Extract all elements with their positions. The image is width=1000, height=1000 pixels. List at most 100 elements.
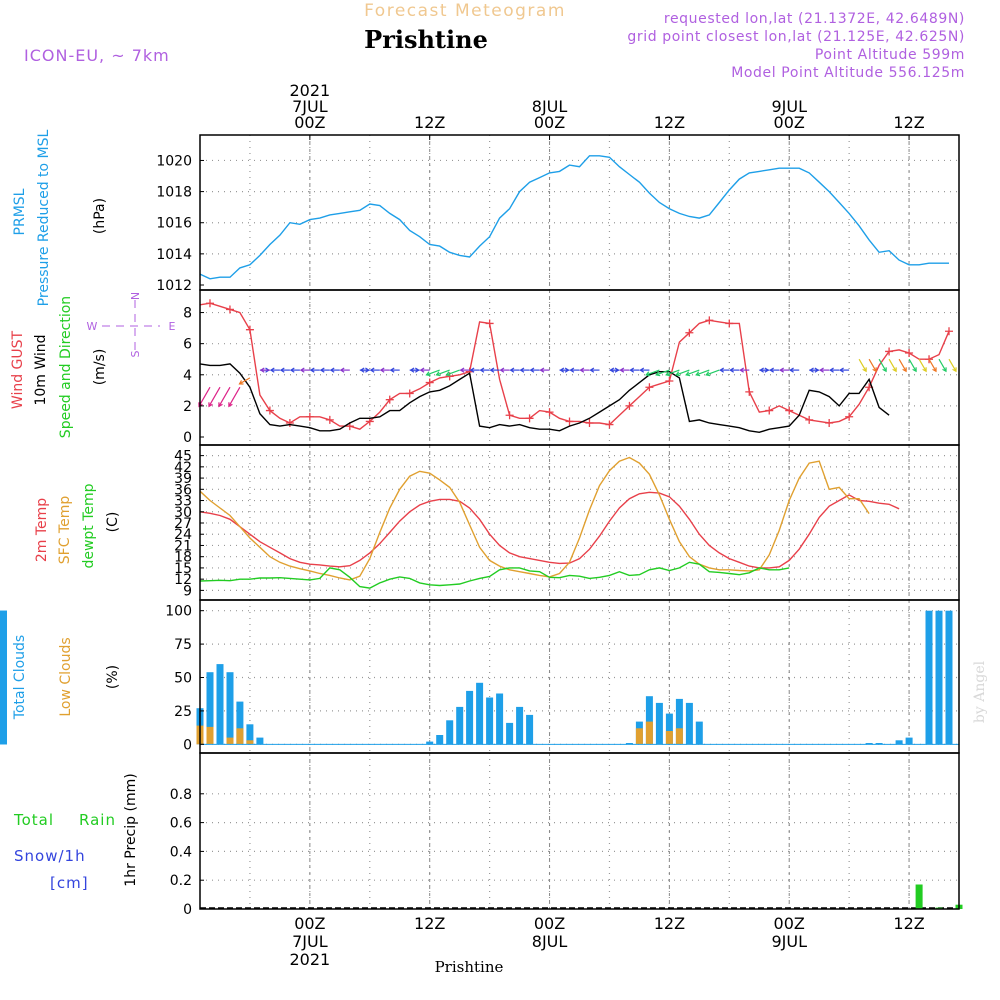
wind-direction-arrowhead: [819, 367, 824, 373]
wind-unit-label: (m/s): [92, 349, 108, 386]
temperature-ytick-label: 18: [174, 550, 192, 566]
wind-direction-arrowhead: [409, 367, 415, 373]
wind-gust-marker: [725, 319, 734, 328]
wind-direction-arrowhead: [645, 371, 651, 377]
wind-direction-arrow: [198, 386, 211, 407]
time-axis-top-label: 8JUL: [532, 97, 568, 116]
wind-gust-marker: [505, 411, 514, 420]
wind-gust-marker: [665, 377, 674, 385]
wind-gust-marker: [945, 327, 954, 336]
clouds-bar-total-clouds: [496, 693, 504, 745]
wind-direction-arrow: [426, 369, 440, 376]
wind-direction-arrow: [239, 377, 251, 385]
wind-direction-arrowhead: [289, 367, 295, 373]
wind-gust-marker: [385, 395, 394, 404]
wind-direction-arrowhead: [329, 367, 335, 373]
wind-direction-arrowhead: [319, 367, 325, 373]
pressure-labels: PRMSL Pressure Reduced to MSL (hPa): [12, 129, 108, 306]
wind-gust-marker: [305, 412, 314, 421]
wind-direction-arrowhead: [882, 367, 887, 373]
wind-direction-arrowhead: [445, 371, 451, 377]
wind-direction-arrowhead: [705, 371, 711, 377]
wind-gust-marker: [745, 387, 754, 396]
wind-direction-arrowhead: [769, 367, 775, 373]
temperature-ytick-label: 27: [174, 516, 192, 532]
wind-direction-arrowhead: [369, 367, 375, 373]
wind-direction-arrowhead: [675, 371, 681, 377]
clouds-bar-low-clouds: [226, 737, 234, 745]
model-point-altitude: Model Point Altitude 556.125m: [731, 65, 965, 81]
wind-direction-arrowhead: [609, 367, 615, 373]
time-axis-bottom-label: 7JUL: [292, 932, 328, 951]
wind-gust-marker: [625, 401, 634, 410]
wind-gust-marker: [845, 412, 854, 421]
wind-gust-marker: [285, 419, 294, 427]
pressure-unit-label: (hPa): [92, 198, 108, 234]
wind-direction-arrow: [928, 358, 937, 372]
wind-direction-arrowhead: [208, 402, 213, 408]
wind-direction-arrow: [948, 358, 957, 372]
time-axis-bottom-label: 12Z: [414, 914, 445, 933]
time-axis-top-label: 12Z: [893, 113, 924, 132]
clouds-bar-total-clouds: [256, 737, 264, 745]
wind-direction-arrowhead: [892, 367, 897, 373]
temperature-ytick-label: 39: [174, 471, 192, 487]
clouds-bar-total-clouds: [226, 672, 234, 745]
wind-gust-marker: [245, 325, 254, 334]
wind-direction-arrow: [695, 369, 710, 376]
time-axis-bottom-label: 00Z: [294, 914, 325, 933]
time-axis-bottom-label: 00Z: [774, 914, 805, 933]
time-axis-bottom-label: 12Z: [654, 914, 685, 933]
time-axis-top-label: 00Z: [534, 113, 565, 132]
wind-direction-arrowhead: [629, 367, 635, 373]
wind-direction-arrowhead: [902, 367, 907, 373]
wind-direction-arrowhead: [269, 367, 275, 373]
clouds-bar-total-clouds: [905, 737, 913, 745]
temperature-ytick-label: 33: [174, 494, 192, 510]
wind-direction-arrowhead: [339, 367, 345, 373]
data-layer: [0, 155, 963, 909]
wind-direction-arrowhead: [789, 367, 794, 373]
wind-direction-arrow: [655, 369, 670, 376]
wind-speed-direction-label: Speed and Direction: [58, 296, 74, 438]
temp-sfc-label: SFC Temp: [57, 496, 73, 565]
precip-ytick-label: 0.8: [170, 787, 192, 803]
pressure-ytick-label: 1012: [156, 278, 192, 294]
wind-direction-arrow: [218, 386, 231, 407]
prmsl-label: PRMSL: [12, 188, 28, 235]
wind-gust-marker: [585, 419, 594, 427]
wind-gust-marker: [885, 347, 894, 356]
wind-direction-arrow: [938, 358, 947, 372]
wind-gust-label: Wind GUST: [10, 330, 26, 409]
clouds-bar-total-clouds: [466, 690, 474, 745]
temperature-ytick-label: 36: [174, 482, 192, 498]
temperature-series-2m-temp: [199, 491, 900, 569]
time-axis-top-label: 12Z: [654, 113, 685, 132]
temperature-series-sfc-temp: [199, 456, 870, 581]
precip-labels: Total Rain Snow/1h [cm] 1hr Precip (mm): [13, 773, 139, 892]
precip-rain-label: Rain: [79, 811, 116, 829]
wind-direction-arrowhead: [259, 367, 265, 373]
compass-north: N: [129, 292, 142, 300]
clouds-bar-total-clouds: [945, 610, 953, 745]
point-altitude: Point Altitude 599m: [815, 47, 965, 63]
clouds-bar-total-clouds: [526, 714, 534, 745]
wind-gust-marker: [825, 419, 834, 427]
clouds-bar-total-clouds: [865, 743, 873, 745]
wind-direction-arrowhead: [655, 371, 661, 377]
wind-direction-compass: W E N S: [87, 292, 176, 358]
precip-bar-rain: [915, 884, 923, 909]
clouds-bar-total-clouds: [665, 713, 673, 745]
temperature-ytick-label: 45: [174, 449, 192, 465]
clouds-bar-total-clouds: [875, 743, 883, 745]
wind-ytick-label: 0: [183, 430, 192, 446]
temperature-labels: 2m Temp SFC Temp dewpt Temp (C): [34, 483, 121, 568]
precip-total-label: Total: [13, 811, 54, 829]
wind-gust-marker: [425, 378, 434, 387]
watermark: by Angel: [972, 660, 988, 723]
wind-direction-arrowhead: [309, 367, 315, 373]
temperature-ytick-label: 15: [174, 561, 192, 577]
clouds-bar-low-clouds: [236, 728, 244, 745]
model-name: ICON-EU, ~ 7km: [24, 46, 170, 65]
clouds-bar-low-clouds: [645, 721, 653, 745]
